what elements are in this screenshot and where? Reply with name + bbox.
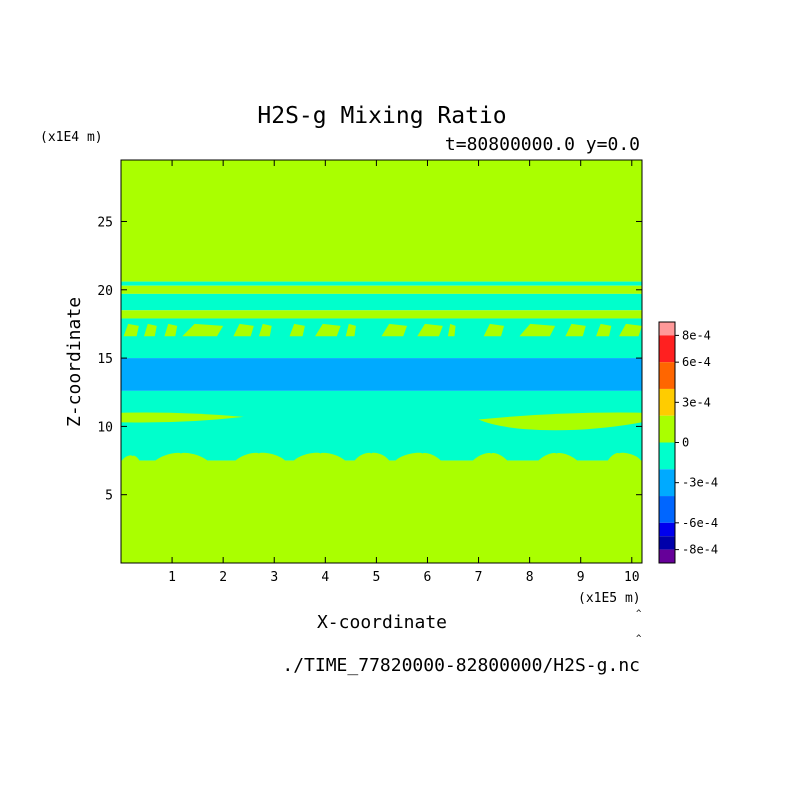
colorbar: 8e-4 6e-4 3e-4 0 -3e-4 -6e-4 -8e-4 xyxy=(658,321,718,564)
x-tick-label: 1 xyxy=(168,570,176,585)
source-filename: ./TIME_77820000-82800000/H2S-g.nc xyxy=(282,655,640,676)
x-tick-label: 5 xyxy=(372,570,380,585)
arrow-marker: ^ xyxy=(636,634,642,644)
x-axis: 1 2 3 4 5 6 7 8 9 10 xyxy=(168,160,640,585)
chart-subtitle: t=80800000.0 y=0.0 xyxy=(445,134,640,155)
field-band xyxy=(121,310,642,319)
colorbar-swatch xyxy=(659,536,675,550)
field-fleck xyxy=(315,323,341,337)
x-axis-label: X-coordinate xyxy=(317,612,447,633)
x-unit-label: (x1E5 m) xyxy=(578,591,641,606)
x-tick-label: 9 xyxy=(577,570,585,585)
field-fleck xyxy=(417,323,443,337)
field-fleck xyxy=(596,323,612,337)
field-fleck xyxy=(381,323,408,337)
x-tick-label: 7 xyxy=(475,570,483,585)
colorbar-label: -3e-4 xyxy=(682,476,718,490)
colorbar-swatch xyxy=(659,335,675,363)
colorbar-swatch xyxy=(659,522,675,537)
y-axis-label: Z-coordinate xyxy=(64,297,85,427)
y-tick-label: 20 xyxy=(97,284,113,299)
field-lens xyxy=(478,412,642,431)
chart-title: H2S-g Mixing Ratio xyxy=(257,103,506,129)
y-tick-label: 15 xyxy=(97,352,113,367)
colorbar-label: 3e-4 xyxy=(682,395,711,409)
field-fleck xyxy=(447,323,456,337)
field-lens xyxy=(121,412,244,423)
field-band xyxy=(121,281,642,286)
field-fleck xyxy=(619,323,642,337)
y-unit-label: (x1E4 m) xyxy=(40,130,103,145)
colorbar-label: 8e-4 xyxy=(682,328,711,342)
colorbar-swatch xyxy=(659,362,675,389)
x-tick-label: 10 xyxy=(624,570,640,585)
colorbar-label: -6e-4 xyxy=(682,516,718,530)
colorbar-swatch xyxy=(659,469,675,497)
field-fleck xyxy=(289,323,305,337)
x-tick-label: 3 xyxy=(270,570,278,585)
field-fleck xyxy=(258,323,272,337)
field-fleck xyxy=(233,323,254,337)
x-tick-label: 2 xyxy=(219,570,227,585)
colorbar-label: 6e-4 xyxy=(682,355,711,369)
y-tick-label: 5 xyxy=(105,489,113,504)
x-tick-label: 6 xyxy=(424,570,432,585)
y-tick-label: 10 xyxy=(97,420,113,435)
arrow-marker: ^ xyxy=(636,609,642,619)
field-fleck xyxy=(164,323,178,337)
colorbar-swatch xyxy=(659,322,675,336)
field-fleck xyxy=(519,323,556,337)
colorbar-label: -8e-4 xyxy=(682,543,718,557)
field-fleck xyxy=(143,323,157,337)
field-fleck xyxy=(483,323,505,337)
y-axis: 5 10 15 20 25 xyxy=(97,215,642,504)
colorbar-label: 0 xyxy=(682,436,689,450)
colorbar-swatch xyxy=(659,415,675,443)
field-fleck xyxy=(565,323,586,337)
colorbar-swatch xyxy=(659,442,675,470)
y-tick-label: 25 xyxy=(97,215,113,230)
colorbar-swatch xyxy=(659,549,675,563)
field-fleck xyxy=(182,323,224,337)
x-tick-label: 8 xyxy=(526,570,534,585)
plot-frame xyxy=(120,159,643,564)
x-tick-label: 4 xyxy=(321,570,329,585)
field-lower-region xyxy=(121,452,642,563)
colorbar-swatch xyxy=(659,388,675,416)
field-band xyxy=(121,160,642,282)
field-band xyxy=(121,285,642,294)
field-band xyxy=(121,293,642,311)
colorbar-swatch xyxy=(659,496,675,523)
field-fleck xyxy=(123,323,139,337)
field-fleck xyxy=(345,323,356,337)
field-band xyxy=(121,358,642,391)
contour-field xyxy=(121,160,642,563)
